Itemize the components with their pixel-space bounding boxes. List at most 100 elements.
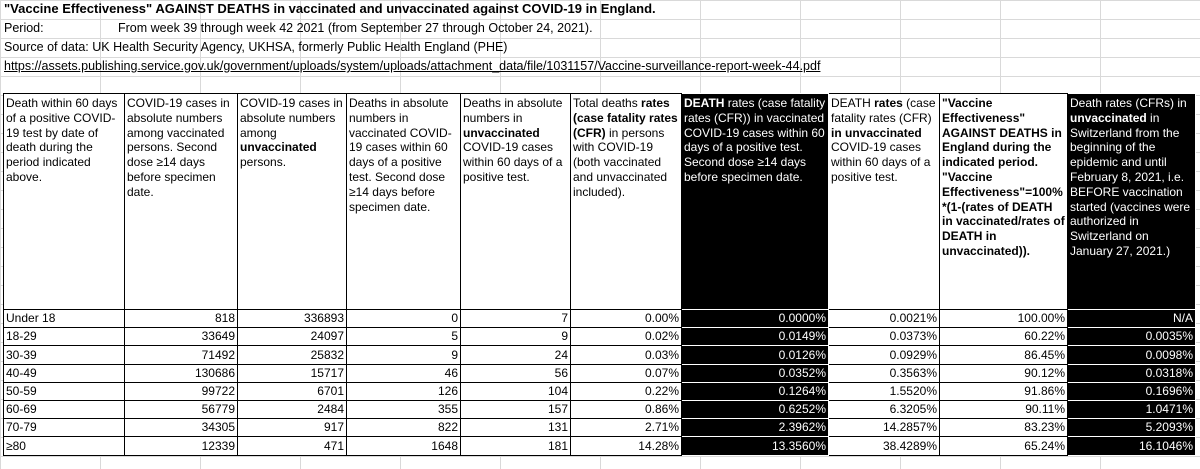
- cell-vax-rate: 0.0126%: [681, 345, 829, 365]
- cell-swiss-rate: 0.0035%: [1067, 327, 1196, 347]
- cell-total-rate: 0.07%: [570, 363, 682, 383]
- header-total-rate: Total deaths rates (case fatality rates …: [570, 93, 682, 310]
- cell-swiss-rate: 0.0098%: [1067, 345, 1196, 365]
- cell-total-rate: 0.00%: [570, 308, 682, 329]
- cell-vax-cases: 56779: [124, 399, 238, 420]
- cell-vax-cases: 71492: [124, 345, 238, 365]
- cell-vax-cases: 34305: [124, 418, 238, 438]
- cell-unvax-cases: 336893: [237, 308, 347, 329]
- cell-age-group: ≥80: [3, 436, 125, 456]
- cell-vaccine-effectiveness: 90.11%: [939, 399, 1068, 420]
- table-row: 70-79 34305 917 822 131 2.71% 2.3962% 14.2857% 8…: [3, 418, 1196, 438]
- cell-unvax-deaths: 9: [460, 327, 571, 347]
- cell-vax-rate: 2.3962%: [681, 418, 829, 438]
- cell-age-group: 40-49: [3, 363, 125, 383]
- cell-age-group: Under 18: [3, 308, 125, 329]
- cell-unvax-rate: 38.4289%: [828, 436, 940, 456]
- header-vax-cases: COVID-19 cases in absolute numbers among…: [124, 93, 238, 310]
- cell-swiss-rate: N/A: [1067, 308, 1196, 329]
- cell-swiss-rate: 0.1696%: [1067, 381, 1196, 401]
- cell-total-rate: 2.71%: [570, 418, 682, 438]
- cell-unvax-cases: 917: [237, 418, 347, 438]
- cell-vax-rate: 0.1264%: [681, 381, 829, 401]
- cell-total-rate: 0.03%: [570, 345, 682, 365]
- cell-swiss-rate: 0.0318%: [1067, 363, 1196, 383]
- cell-vax-cases: 99722: [124, 381, 238, 401]
- cell-total-rate: 0.22%: [570, 381, 682, 401]
- cell-vax-cases: 130686: [124, 363, 238, 383]
- cell-total-rate: 0.86%: [570, 399, 682, 420]
- cell-vax-deaths: 355: [346, 399, 461, 420]
- table-row: 60-69 56779 2484 355 157 0.86% 0.6252% 6.3205% 9…: [3, 399, 1196, 420]
- cell-unvax-cases: 15717: [237, 363, 347, 383]
- cell-vax-deaths: 0: [346, 308, 461, 329]
- cell-vax-rate: 13.3560%: [681, 436, 829, 456]
- cell-vax-rate: 0.6252%: [681, 399, 829, 420]
- cell-unvax-deaths: 7: [460, 308, 571, 329]
- cell-swiss-rate: 5.2093%: [1067, 418, 1196, 438]
- cell-vax-rate: 0.0000%: [681, 308, 829, 329]
- table-row: Under 18 818 336893 0 7 0.00% 0.0000% 0.0021% 10…: [3, 308, 1196, 329]
- table-row: 40-49 130686 15717 46 56 0.07% 0.0352% 0.3563% 9…: [3, 363, 1196, 383]
- cell-unvax-deaths: 131: [460, 418, 571, 438]
- cell-vax-deaths: 46: [346, 363, 461, 383]
- cell-vaccine-effectiveness: 91.86%: [939, 381, 1068, 401]
- header-unvax-cases: COVID-19 cases in absolute numbers among…: [237, 93, 347, 310]
- cell-vaccine-effectiveness: 60.22%: [939, 327, 1068, 347]
- cell-vaccine-effectiveness: 100.00%: [939, 308, 1068, 329]
- header-vax-deaths: Deaths in absolute numbers in vaccinated…: [346, 93, 461, 310]
- table-row: 50-59 99722 6701 126 104 0.22% 0.1264% 1.5520% 9…: [3, 381, 1196, 401]
- cell-unvax-cases: 2484: [237, 399, 347, 420]
- cell-vaccine-effectiveness: 90.12%: [939, 363, 1068, 383]
- cell-age-group: 60-69: [3, 399, 125, 420]
- cell-unvax-cases: 471: [237, 436, 347, 456]
- cell-unvax-rate: 0.0929%: [828, 345, 940, 365]
- period-label: Period:: [4, 21, 44, 35]
- cell-vax-rate: 0.0352%: [681, 363, 829, 383]
- cell-unvax-deaths: 104: [460, 381, 571, 401]
- cell-unvax-deaths: 157: [460, 399, 571, 420]
- table-body: Under 18 818 336893 0 7 0.00% 0.0000% 0.0021% 10…: [3, 308, 1196, 456]
- cell-unvax-rate: 14.2857%: [828, 418, 940, 438]
- cell-vax-deaths: 822: [346, 418, 461, 438]
- header-vaccine-effectiveness: "Vaccine Effectiveness" AGAINST DEATHS i…: [939, 93, 1068, 310]
- source-link[interactable]: https://assets.publishing.service.gov.uk…: [4, 59, 821, 73]
- cell-unvax-cases: 6701: [237, 381, 347, 401]
- sheet-title: "Vaccine Effectiveness" AGAINST DEATHS i…: [4, 1, 656, 16]
- cell-vaccine-effectiveness: 65.24%: [939, 436, 1068, 456]
- table-row: 30-39 71492 25832 9 24 0.03% 0.0126% 0.0929% 86.…: [3, 345, 1196, 365]
- cell-vax-deaths: 9: [346, 345, 461, 365]
- cell-age-group: 30-39: [3, 345, 125, 365]
- source-text: Source of data: UK Health Security Agenc…: [4, 40, 508, 54]
- cell-vax-cases: 12339: [124, 436, 238, 456]
- cell-unvax-rate: 6.3205%: [828, 399, 940, 420]
- cell-age-group: 70-79: [3, 418, 125, 438]
- header-death-window: Death within 60 days of a positive COVID…: [3, 93, 125, 310]
- cell-unvax-rate: 0.0021%: [828, 308, 940, 329]
- cell-unvax-deaths: 24: [460, 345, 571, 365]
- cell-vaccine-effectiveness: 86.45%: [939, 345, 1068, 365]
- period-text: From week 39 through week 42 2021 (from …: [118, 21, 593, 35]
- cell-vax-rate: 0.0149%: [681, 327, 829, 347]
- cell-total-rate: 14.28%: [570, 436, 682, 456]
- cell-age-group: 50-59: [3, 381, 125, 401]
- cell-vax-deaths: 5: [346, 327, 461, 347]
- cell-vax-cases: 33649: [124, 327, 238, 347]
- header-swiss-rate: Death rates (CFRs) in unvaccinated in Sw…: [1067, 93, 1196, 310]
- cell-unvax-rate: 0.3563%: [828, 363, 940, 383]
- cell-vax-cases: 818: [124, 308, 238, 329]
- data-table: Death within 60 days of a positive COVID…: [3, 93, 1196, 456]
- cell-vax-deaths: 1648: [346, 436, 461, 456]
- cell-unvax-rate: 0.0373%: [828, 327, 940, 347]
- cell-unvax-deaths: 56: [460, 363, 571, 383]
- header-unvax-rate: DEATH rates (case fatality rates (CFR) i…: [828, 93, 940, 310]
- table-row: 18-29 33649 24097 5 9 0.02% 0.0149% 0.0373% 60.2…: [3, 327, 1196, 347]
- cell-unvax-cases: 25832: [237, 345, 347, 365]
- cell-total-rate: 0.02%: [570, 327, 682, 347]
- cell-swiss-rate: 16.1046%: [1067, 436, 1196, 456]
- table-row: ≥80 12339 471 1648 181 14.28% 13.3560% 38.4289%…: [3, 436, 1196, 456]
- cell-swiss-rate: 1.0471%: [1067, 399, 1196, 420]
- header-unvax-deaths: Deaths in absolute numbers in unvaccinat…: [460, 93, 571, 310]
- cell-age-group: 18-29: [3, 327, 125, 347]
